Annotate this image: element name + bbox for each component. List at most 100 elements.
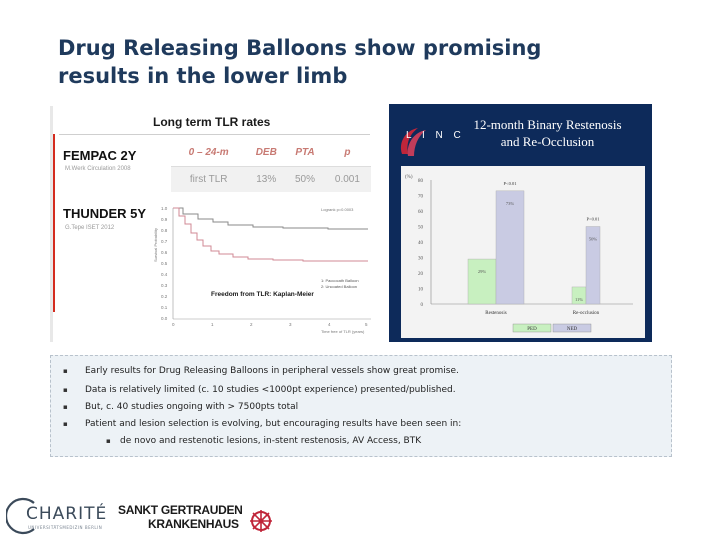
bullet-item: ▪ Patient and lesion selection is evolvin… xyxy=(63,419,461,429)
km-xtick: 2 xyxy=(250,322,253,327)
study-ref-fempac: M.Werk Circulation 2008 xyxy=(65,166,131,172)
chart-bar-ned xyxy=(495,190,525,305)
slide-title: Drug Releasing Balloons show promising r… xyxy=(58,34,658,90)
bullet-marker: ▪ xyxy=(63,367,68,375)
chart-legend-label: NED xyxy=(567,327,578,332)
km-curve-uncoated xyxy=(173,207,368,262)
restenosis-bar-chart: (%) 0 10 20 30 40 50 60 70 80 29% 73% P<0.01 Restenos… xyxy=(401,166,645,338)
chart-ytick: 70 xyxy=(418,195,424,200)
km-ytick: 0.8 xyxy=(161,228,168,233)
tlr-table-cell: 13% xyxy=(246,166,287,192)
km-ytick: 0.4 xyxy=(161,272,168,277)
km-legend-item: 1: Paccocath Balloon xyxy=(321,278,359,283)
chart-category-label: Restenosis xyxy=(485,311,506,316)
tlr-table-header: p xyxy=(323,140,371,167)
kaplan-meier-chart: Survival Probability 1.0 0.9 0.8 0.7 0.6… xyxy=(153,202,378,342)
tlr-table-row: first TLR 13% 50% 0.001 xyxy=(171,166,371,192)
slide-title-line2: results in the lower limb xyxy=(58,64,348,88)
km-xtick: 3 xyxy=(289,322,292,327)
bullet-text: Early results for Drug Releasing Balloon… xyxy=(85,366,459,376)
bullet-text: But, c. 40 studies ongoing with > 7500pt… xyxy=(85,402,299,412)
linc-title-line2: and Re-Occlusion xyxy=(500,134,595,149)
km-xtick: 5 xyxy=(365,322,368,327)
chart-legend-swatch xyxy=(552,323,592,333)
km-ytick: 0.5 xyxy=(161,261,168,266)
linc-panel: L I N C 12-month Binary Restenosis and R… xyxy=(389,104,652,342)
study-ref-thunder: G.Tepe ISET 2012 xyxy=(65,225,115,231)
km-ytick: 0.6 xyxy=(161,250,168,255)
km-ytick: 0.2 xyxy=(161,294,168,299)
chart-data-label: 50% xyxy=(589,237,598,242)
bullet-marker: ▪ xyxy=(106,437,111,445)
chart-data-label: 73% xyxy=(506,201,515,206)
km-ytick: 0.3 xyxy=(161,283,168,288)
km-xlabel: Time free of TLR (years) xyxy=(321,329,365,334)
charite-wordmark: CHARITÉ xyxy=(26,504,108,524)
km-ytick: 0.9 xyxy=(161,217,168,222)
chart-p-value: P<0.01 xyxy=(587,217,600,222)
km-xtick: 4 xyxy=(328,322,331,327)
km-ytick: 1.0 xyxy=(161,206,168,211)
km-logrank: Logrank p=0.0003 xyxy=(321,207,354,212)
bullet-marker: ▪ xyxy=(63,420,68,428)
bullet-item: ▪ Early results for Drug Releasing Balloo… xyxy=(63,366,459,376)
tlr-rates-panel: Long term TLR rates FEMPAC 2Y M.Werk Cir… xyxy=(50,106,380,342)
bullet-text: Patient and lesion selection is evolving… xyxy=(85,419,462,429)
summary-bullet-box: ▪ Early results for Drug Releasing Balloo… xyxy=(50,355,672,457)
chart-category-label: Re-occlusion xyxy=(573,311,600,316)
km-ytick: 0.7 xyxy=(161,239,168,244)
tlr-table-cell: first TLR xyxy=(171,166,247,192)
chart-ytick: 20 xyxy=(418,272,424,277)
km-xtick: 1 xyxy=(211,322,214,327)
tlr-table-header: DEB xyxy=(246,140,287,167)
km-ytick: 0.1 xyxy=(161,305,168,310)
chart-ylabel: (%) xyxy=(405,175,413,180)
sankt-gertrauden-logo: SANKT GERTRAUDEN KRANKENHAUS xyxy=(118,503,278,539)
tlr-heading: Long term TLR rates xyxy=(153,115,271,129)
chart-bar-ned xyxy=(585,226,601,305)
charite-c-icon xyxy=(6,497,35,535)
chart-ytick: 80 xyxy=(418,179,424,184)
study-name-fempac: FEMPAC 2Y xyxy=(63,148,137,163)
chart-legend-swatch xyxy=(512,323,552,333)
tlr-table-header: 0 – 24-m xyxy=(171,140,247,167)
bullet-marker: ▪ xyxy=(63,403,68,411)
hospital-name-line1: SANKT GERTRAUDEN xyxy=(118,503,243,517)
km-ylabel: Survival Probability xyxy=(153,228,158,262)
charite-subtitle: UNIVERSITÄTSMEDIZIN BERLIN xyxy=(28,525,103,530)
chart-ytick: 0 xyxy=(421,303,424,308)
km-curve-deb xyxy=(173,207,368,230)
linc-logo-text: L I N C xyxy=(406,130,465,141)
hospital-name-line2: KRANKENHAUS xyxy=(148,517,239,531)
accent-bar xyxy=(53,134,55,312)
chart-ytick: 60 xyxy=(418,210,424,215)
chart-ytick: 50 xyxy=(418,226,424,231)
bullet-item: ▪ Data is relatively limited (c. 10 studi… xyxy=(63,385,456,395)
km-legend-item: 2: Uncoated Balloon xyxy=(321,284,357,289)
slide-title-line1: Drug Releasing Balloons show promising xyxy=(58,36,542,60)
bullet-text: Data is relatively limited (c. 10 studie… xyxy=(85,385,456,395)
chart-ytick: 40 xyxy=(418,241,424,246)
km-ytick: 0.0 xyxy=(161,316,168,321)
chart-ytick: 10 xyxy=(418,288,424,293)
bullet-item: ▪ But, c. 40 studies ongoing with > 7500p… xyxy=(63,402,298,412)
tlr-table-cell: 50% xyxy=(286,166,324,192)
chart-p-value: P<0.01 xyxy=(504,181,517,186)
tlr-table: 0 – 24-m DEB PTA p first TLR 13% 50% 0.0… xyxy=(171,140,371,192)
chart-legend-label: PED xyxy=(527,327,537,332)
km-background xyxy=(153,202,378,342)
km-caption: Freedom from TLR: Kaplan-Meier xyxy=(211,291,314,298)
chart-data-label: 29% xyxy=(478,269,487,274)
tlr-table-header-row: 0 – 24-m DEB PTA p xyxy=(171,140,371,167)
charite-logo: CHARITÉ UNIVERSITÄTSMEDIZIN BERLIN xyxy=(6,495,116,539)
linc-title-line1: 12-month Binary Restenosis xyxy=(473,117,622,132)
sub-bullet-text: de novo and restenotic lesions, in-stent… xyxy=(120,436,422,446)
km-xtick: 0 xyxy=(172,322,175,327)
tlr-table-header: PTA xyxy=(286,140,324,167)
bullet-marker: ▪ xyxy=(63,386,68,394)
chart-bar-ped xyxy=(467,258,497,305)
chart-ytick: 30 xyxy=(418,257,424,262)
linc-logo-icon xyxy=(400,128,426,156)
chart-data-label: 11% xyxy=(575,297,583,302)
study-name-thunder: THUNDER 5Y xyxy=(63,206,147,221)
